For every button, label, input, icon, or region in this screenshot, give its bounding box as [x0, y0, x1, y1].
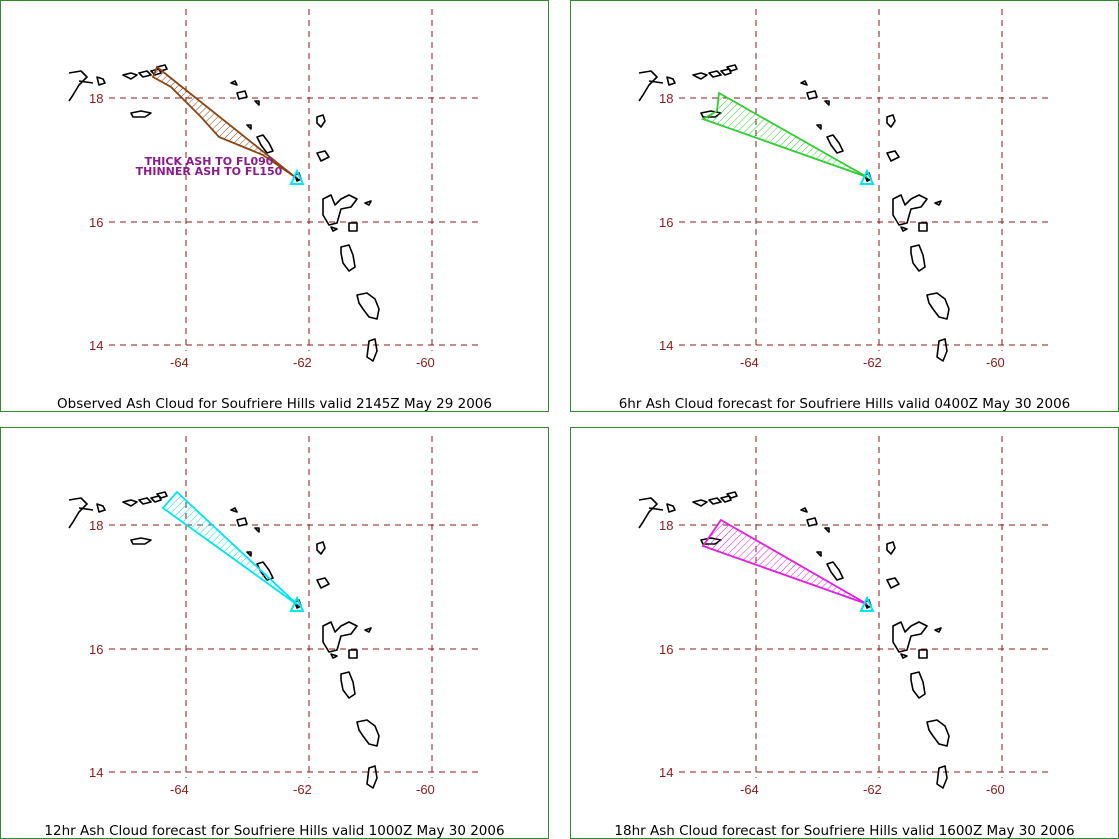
lon-label-62: -62 — [293, 782, 312, 797]
lat-label-14: 14 — [89, 338, 103, 353]
map-canvas: 18 16 14 -64 -62 -60 — [68, 436, 481, 797]
lat-tick-labels: 18 16 14 — [89, 518, 103, 780]
triangle-icon — [289, 168, 305, 185]
map-panel-3: 18 16 14 -64 -62 -60 — [0, 427, 549, 839]
coastlines — [68, 64, 380, 362]
lon-label-60: -60 — [416, 355, 435, 370]
ash-cloud-layer — [700, 91, 868, 178]
lat-label-16: 16 — [89, 215, 103, 230]
lon-label-64: -64 — [170, 355, 189, 370]
volcano-marker — [289, 595, 305, 612]
lon-tick-labels: -64 -62 -60 — [740, 782, 1005, 797]
lat-label-18: 18 — [89, 91, 103, 106]
lon-tick-labels: -64 -62 -60 — [170, 782, 435, 797]
lat-label-16: 16 — [89, 642, 103, 657]
lat-tick-labels: 18 16 14 — [89, 91, 103, 353]
lat-label-18: 18 — [89, 518, 103, 533]
ash-cloud-polygon — [700, 91, 868, 178]
lon-label-60: -60 — [416, 782, 435, 797]
lat-lon-grid — [109, 9, 481, 351]
lon-tick-labels: -64 -62 -60 — [170, 355, 435, 370]
panel-caption: 12hr Ash Cloud forecast for Soufriere Hi… — [44, 823, 505, 839]
lat-lon-grid — [109, 436, 481, 778]
lon-tick-labels: -64 -62 -60 — [740, 355, 1005, 370]
coastlines — [68, 491, 380, 789]
ash-cloud-polygon — [701, 518, 868, 605]
lat-lon-grid — [679, 9, 1051, 351]
triangle-icon — [289, 595, 305, 612]
lat-label-14: 14 — [659, 765, 673, 780]
lat-label-18: 18 — [659, 518, 673, 533]
lon-label-62: -62 — [863, 355, 882, 370]
map-canvas: 18 16 14 -64 -62 -60 — [68, 9, 481, 370]
lat-label-16: 16 — [659, 642, 673, 657]
lat-label-16: 16 — [659, 215, 673, 230]
panel-caption: Observed Ash Cloud for Soufriere Hills v… — [57, 396, 492, 412]
ash-cloud-layer — [151, 65, 296, 178]
lat-tick-labels: 18 16 14 — [659, 518, 673, 780]
ash-cloud-layer — [701, 518, 868, 605]
lon-label-62: -62 — [293, 355, 312, 370]
triangle-icon — [859, 595, 875, 612]
map-canvas: 18 16 14 -64 -62 -60 — [638, 9, 1051, 370]
map-panel-2: 18 16 14 -64 -62 -60 — [570, 0, 1119, 412]
lon-label-64: -64 — [740, 782, 759, 797]
lon-label-64: -64 — [170, 782, 189, 797]
ash-annotation-2: THINNER ASH TO FL150 — [136, 165, 283, 178]
lon-label-60: -60 — [986, 355, 1005, 370]
lat-lon-grid — [679, 436, 1051, 778]
ash-cloud-polygon — [151, 65, 296, 178]
lat-tick-labels: 18 16 14 — [659, 91, 673, 353]
map-panel-1: 18 16 14 -64 -62 -60 — [0, 0, 549, 412]
panel-caption: 6hr Ash Cloud forecast for Soufriere Hil… — [618, 396, 1071, 412]
lon-label-62: -62 — [863, 782, 882, 797]
volcano-marker — [859, 168, 875, 185]
ash-cloud-layer — [161, 490, 300, 607]
coastlines — [638, 64, 950, 362]
volcano-marker — [289, 168, 305, 185]
volcano-marker — [859, 595, 875, 612]
lon-label-60: -60 — [986, 782, 1005, 797]
lat-label-14: 14 — [659, 338, 673, 353]
map-panel-4: 18 16 14 -64 -62 -60 — [570, 427, 1119, 839]
lon-label-64: -64 — [740, 355, 759, 370]
panel-caption: 18hr Ash Cloud forecast for Soufriere Hi… — [614, 823, 1075, 839]
lat-label-18: 18 — [659, 91, 673, 106]
map-canvas: 18 16 14 -64 -62 -60 — [638, 436, 1051, 797]
coastlines — [638, 491, 950, 789]
triangle-icon — [859, 168, 875, 185]
ash-cloud-polygon — [161, 490, 300, 607]
ash-annotation-1: THICK ASH TO FL090 — [145, 155, 274, 168]
lat-label-14: 14 — [89, 765, 103, 780]
